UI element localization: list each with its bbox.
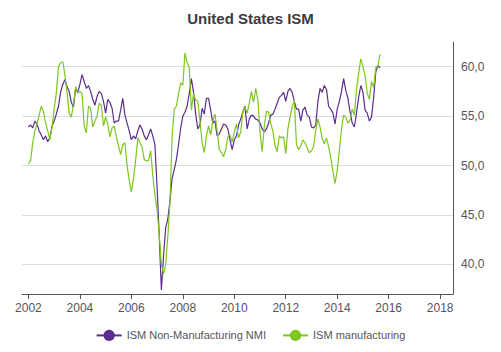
svg-text:United States ISM: United States ISM bbox=[187, 10, 314, 27]
svg-text:2004: 2004 bbox=[67, 301, 94, 315]
svg-text:ISM manufacturing: ISM manufacturing bbox=[313, 329, 405, 341]
svg-text:60,0: 60,0 bbox=[461, 60, 485, 74]
svg-text:2012: 2012 bbox=[272, 301, 299, 315]
svg-text:2014: 2014 bbox=[324, 301, 351, 315]
svg-text:2002: 2002 bbox=[15, 301, 42, 315]
svg-text:45,0: 45,0 bbox=[461, 208, 485, 222]
svg-text:2010: 2010 bbox=[221, 301, 248, 315]
svg-text:55,0: 55,0 bbox=[461, 109, 485, 123]
svg-text:50,0: 50,0 bbox=[461, 159, 485, 173]
svg-text:40,0: 40,0 bbox=[461, 257, 485, 271]
svg-text:2006: 2006 bbox=[118, 301, 145, 315]
svg-text:ISM Non-Manufacturing NMI: ISM Non-Manufacturing NMI bbox=[127, 329, 266, 341]
svg-text:2008: 2008 bbox=[169, 301, 196, 315]
svg-text:2018: 2018 bbox=[427, 301, 454, 315]
svg-text:2016: 2016 bbox=[375, 301, 402, 315]
